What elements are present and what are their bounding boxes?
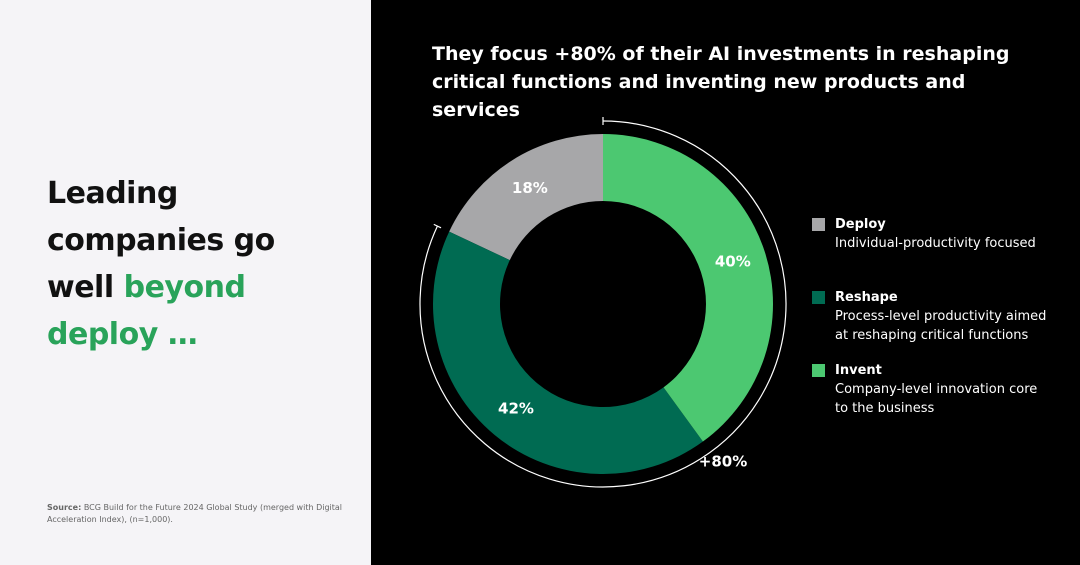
bracket-arc bbox=[419, 120, 787, 488]
legend-label: Reshape bbox=[835, 290, 898, 305]
donut-slice bbox=[603, 134, 773, 442]
source: Source: BCG Build for the Future 2024 Gl… bbox=[47, 502, 347, 526]
legend-item: Deploy Individual-productivity focused bbox=[812, 215, 1052, 253]
legend-label: Invent bbox=[835, 363, 882, 378]
headline: Leading companies go well beyond deploy … bbox=[47, 170, 347, 358]
value-label: 42% bbox=[498, 400, 534, 418]
donut-slice bbox=[449, 134, 603, 261]
source-text: BCG Build for the Future 2024 Global Stu… bbox=[47, 503, 343, 524]
left-panel: Leading companies go well beyond deploy … bbox=[0, 0, 371, 565]
chart-title: They focus +80% of their AI investments … bbox=[432, 43, 1010, 121]
legend-swatch bbox=[812, 291, 825, 304]
donut-slice bbox=[433, 231, 703, 475]
legend-swatch bbox=[812, 364, 825, 377]
legend-swatch bbox=[812, 218, 825, 231]
legend-description: Individual-productivity focused bbox=[835, 236, 1036, 251]
legend-item: Invent Company-level innovation core to t… bbox=[812, 361, 1052, 418]
legend-description: Company-level innovation core to the bus… bbox=[835, 382, 1038, 416]
value-label: 18% bbox=[512, 179, 548, 197]
headline-text: Leading companies go well bbox=[47, 176, 275, 305]
value-label: 40% bbox=[715, 252, 751, 270]
headline-highlight: beyond deploy … bbox=[47, 270, 246, 352]
legend-item: Reshape Process-level productivity aimed … bbox=[812, 288, 1052, 345]
legend-label: Deploy bbox=[835, 217, 886, 232]
legend-description: Process-level productivity aimed at resh… bbox=[835, 309, 1047, 343]
source-label: Source: bbox=[47, 503, 82, 512]
annotation: +80% bbox=[699, 453, 747, 471]
bracket-tick bbox=[433, 223, 442, 229]
